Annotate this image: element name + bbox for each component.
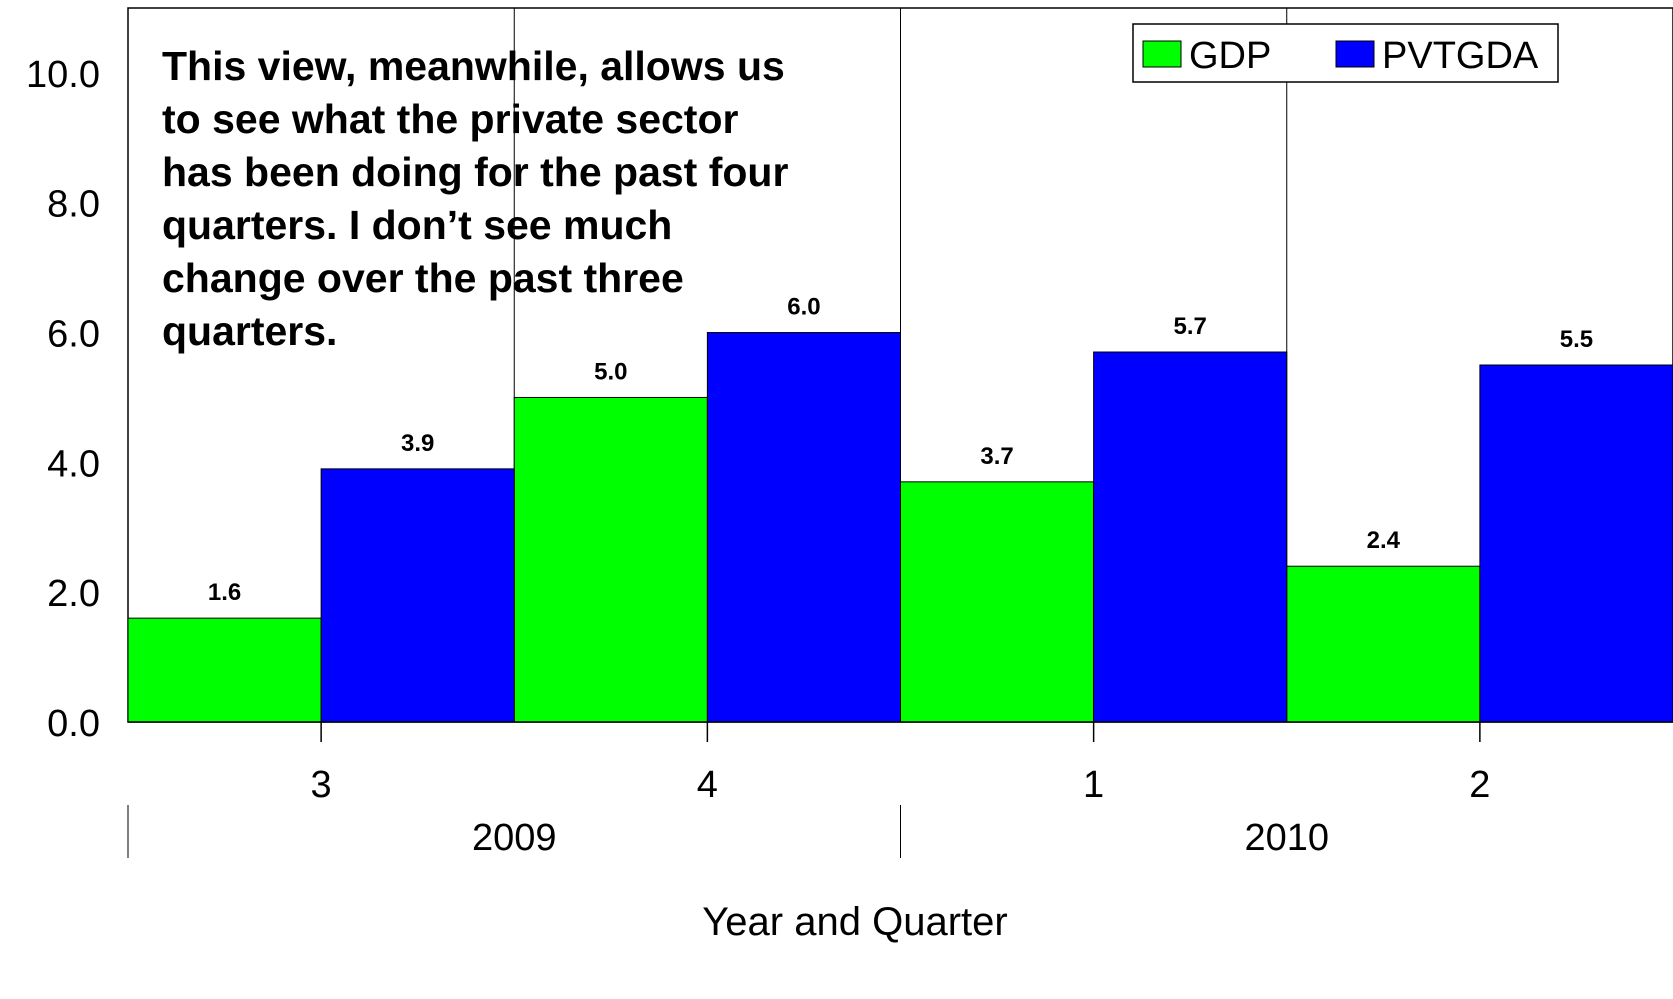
bar-pvtgda: [1479, 364, 1673, 723]
y-tick-label: 0.0: [47, 703, 100, 745]
annotation-text: This view, meanwhile, allows us to see w…: [162, 40, 882, 358]
data-label: 5.7: [1174, 313, 1207, 340]
data-label: 5.5: [1560, 326, 1593, 353]
x-group-label: 2009: [472, 817, 557, 859]
bar-pvtgda: [706, 332, 901, 723]
data-label: 1.6: [208, 579, 241, 606]
bar-gdp: [900, 481, 1095, 723]
data-label: 2.4: [1367, 527, 1401, 554]
data-label: 6.0: [787, 294, 820, 321]
x-tick-label: 4: [697, 764, 718, 806]
y-tick-label: 6.0: [47, 314, 100, 356]
bar-pvtgda: [320, 468, 515, 723]
annotation-line: change over the past three: [162, 255, 684, 301]
axes: 0.0 2.0 4.0 6.0 8.0 10.0 3 4 1 2 2009 2010: [26, 54, 1673, 859]
x-tick-label: 3: [311, 764, 332, 806]
y-tick-label: 10.0: [26, 54, 100, 96]
annotation-line: to see what the private sector: [162, 96, 739, 142]
bar-gdp: [127, 617, 322, 723]
annotation-line: has been doing for the past four: [162, 149, 789, 195]
data-label: 3.9: [401, 430, 434, 457]
y-tick-label: 4.0: [47, 443, 100, 485]
annotation-line: This view, meanwhile, allows us: [162, 43, 785, 89]
x-axis-title: Year and Quarter: [702, 900, 1007, 944]
bar-gdp: [1286, 565, 1481, 723]
legend-label: PVTGDA: [1382, 35, 1539, 77]
annotation-line: quarters.: [162, 308, 338, 354]
legend-swatch-gdp: [1142, 40, 1182, 68]
y-tick-label: 2.0: [47, 573, 100, 615]
x-tick-label: 1: [1083, 764, 1104, 806]
annotation-line: quarters. I don’t see much: [162, 202, 673, 248]
legend-label: GDP: [1189, 35, 1271, 77]
data-label: 5.0: [594, 358, 627, 385]
legend-swatch-pvtgda: [1335, 40, 1375, 68]
x-group-label: 2010: [1244, 817, 1329, 859]
legend: GDP PVTGDA: [1132, 23, 1559, 83]
x-tick-label: 2: [1469, 764, 1490, 806]
bar-pvtgda: [1093, 351, 1288, 723]
y-tick-label: 8.0: [47, 184, 100, 226]
bar-gdp: [513, 396, 708, 723]
data-label: 3.7: [980, 443, 1013, 470]
bars: 1.6 5.0 3.7 2.4 3.9 6.0 5.7 5.5: [127, 294, 1673, 723]
